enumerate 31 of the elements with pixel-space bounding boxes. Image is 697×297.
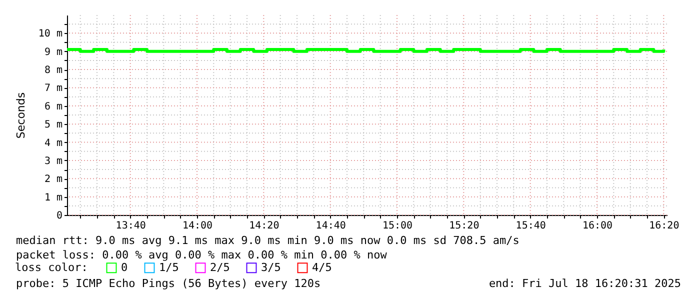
x-tick-label: 15:00 (382, 220, 413, 232)
text: end: Fri Jul 18 16:20:31 2025 (488, 277, 681, 290)
legend-label: 4/5 (312, 260, 332, 274)
legend-label: 1/5 (159, 260, 179, 274)
y-tick-label: 8 m (44, 65, 62, 76)
x-tick-label: 14:00 (182, 220, 213, 232)
y-tick-label: 2 m (44, 174, 62, 186)
y-tick-label: 9 m (44, 46, 62, 58)
legend-title: loss color: (15, 261, 88, 274)
y-tick-label: 5 m (44, 120, 62, 131)
x-tick-label: 15:20 (449, 220, 480, 232)
y-tick-label: 6 m (44, 101, 62, 112)
y-axis-title: Seconds (14, 92, 28, 139)
x-tick-label: 16:00 (582, 220, 613, 232)
y-tick-label: 3 m (44, 156, 62, 167)
legend-label: 3/5 (261, 260, 281, 274)
x-tick-label: 13:40 (116, 220, 146, 232)
text: median rtt: 9.0 ms avg 9.1 ms max 9.0 ms min 9.0 ms now 0.0 ms sd 708.5 am/s (16, 234, 520, 247)
x-tick-label: 14:40 (316, 220, 346, 232)
text: packet loss: 0.00 % avg 0.00 % max 0.00 % min 0.00 % now (16, 248, 388, 262)
x-tick-label: 15:40 (516, 220, 546, 232)
legend-label: 0 (121, 260, 128, 274)
x-tick-label: 16:20 (649, 220, 680, 232)
legend-label: 2/5 (210, 260, 230, 274)
x-tick-label: 14:20 (249, 220, 280, 232)
text: probe: 5 ICMP Echo Pings (56 Bytes) every 120s (16, 277, 321, 290)
y-tick-label: 10 m (38, 28, 62, 40)
y-tick-label: 7 m (44, 83, 62, 94)
y-tick-label: 1 m (44, 192, 62, 204)
y-tick-label: 0 (56, 210, 62, 222)
y-tick-label: 4 m (44, 138, 62, 149)
